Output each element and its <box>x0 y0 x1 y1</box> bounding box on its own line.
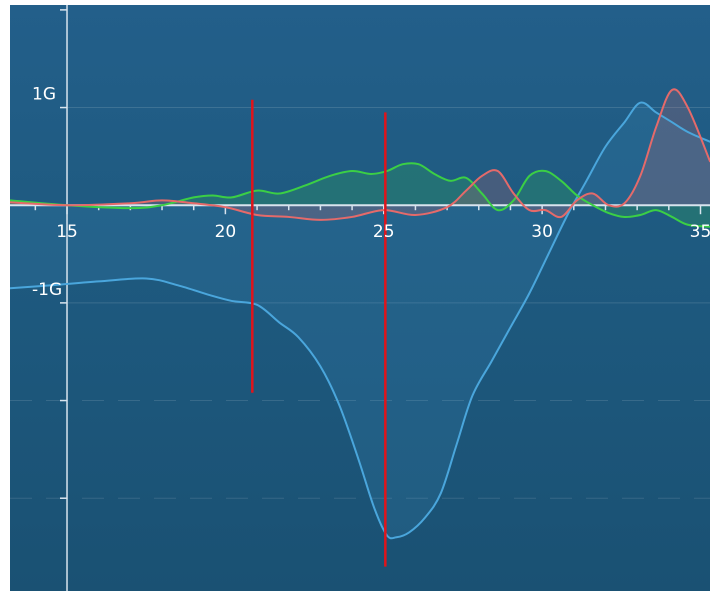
series-green-line <box>10 162 710 228</box>
x-tick-label: 25 <box>373 222 395 242</box>
x-tick-label: 35 <box>690 222 710 242</box>
label-layer: 15 20 25 30 35 1G -1G <box>32 85 710 300</box>
y-tick-label: -1G <box>32 280 62 300</box>
y-tick-label: 1G <box>32 85 56 105</box>
acceleration-chart: 15 20 25 30 35 1G -1G <box>10 5 710 591</box>
series-blue-line <box>10 101 710 540</box>
x-tick-label: 30 <box>531 222 553 242</box>
x-tick-label: 20 <box>215 222 237 242</box>
x-tick-label: 15 <box>56 222 78 242</box>
series-green-area <box>10 163 710 227</box>
series-red-line <box>10 88 710 221</box>
series-blue-area <box>10 102 710 539</box>
series-layer <box>10 88 710 540</box>
grid-layer <box>10 107 710 499</box>
area-layer <box>10 89 710 539</box>
marker-layer <box>251 99 387 567</box>
plot-area: 15 20 25 30 35 1G -1G <box>10 5 710 591</box>
